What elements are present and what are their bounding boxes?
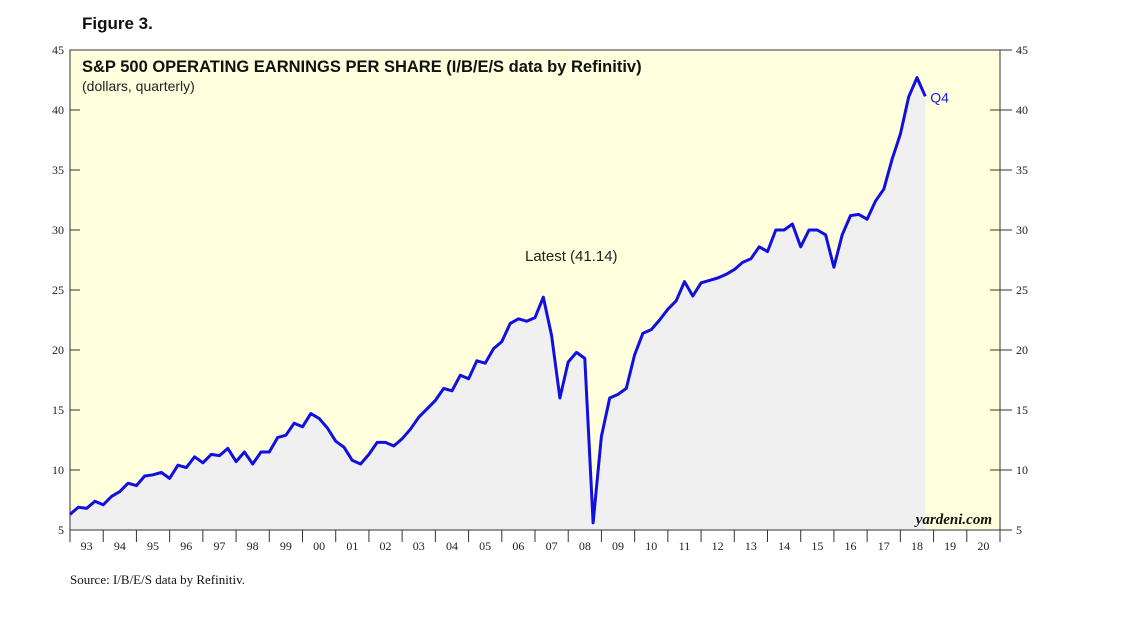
x-tick-label: 93 <box>81 539 93 553</box>
y-tick-label-right: 10 <box>1016 463 1028 477</box>
y-tick-label-left: 5 <box>58 523 64 537</box>
y-tick-label-right: 45 <box>1016 43 1028 57</box>
series-area <box>70 77 926 530</box>
series-layer <box>69 76 927 525</box>
y-tick-label-right: 15 <box>1016 403 1028 417</box>
area-layer <box>70 77 926 530</box>
latest-annotation: Latest (41.14) <box>525 248 618 265</box>
x-tick-label: 11 <box>679 539 691 553</box>
x-tick-label: 96 <box>180 539 192 553</box>
y-tick-label-right: 5 <box>1016 523 1022 537</box>
x-tick-label: 20 <box>977 539 989 553</box>
y-tick-label-right: 40 <box>1016 103 1028 117</box>
x-tick-label: 14 <box>778 539 790 553</box>
year-labels: 93 94 95 96 97 98 99 00 01 02 03 04 05 06 07 08 09 10 11 12… <box>81 539 990 553</box>
x-tick-label: 05 <box>479 539 491 553</box>
y-tick-label-left: 40 <box>52 103 64 117</box>
y-tick-label-right: 20 <box>1016 343 1028 357</box>
y-tick-label-right: 30 <box>1016 223 1028 237</box>
x-tick-label: 97 <box>213 539 225 553</box>
x-tick-label: 07 <box>546 539 558 553</box>
x-tick-label: 98 <box>247 539 259 553</box>
x-tick-label: 04 <box>446 539 458 553</box>
y-tick-label-left: 15 <box>52 403 64 417</box>
y-tick-label-left: 45 <box>52 43 64 57</box>
source-note: Source: I/B/E/S data by Refinitiv. <box>70 572 245 587</box>
x-tick-label: 09 <box>612 539 624 553</box>
chart-title: S&P 500 OPERATING EARNINGS PER SHARE (I/… <box>82 58 642 76</box>
x-tick-label: 10 <box>645 539 657 553</box>
x-tick-label: 18 <box>911 539 923 553</box>
chart-subtitle: (dollars, quarterly) <box>82 78 195 94</box>
figure-label: Figure 3. <box>82 14 153 33</box>
x-tick-label: 94 <box>114 539 126 553</box>
tick-labels: 5 5 10 10 15 15 20 20 25 25 30 30 35 35 40 40 45 45 <box>52 43 1028 537</box>
x-tick-label: 12 <box>712 539 724 553</box>
x-tick-label: 13 <box>745 539 757 553</box>
end-label: Q4 <box>930 89 949 105</box>
plot-frame <box>69 49 1001 531</box>
y-tick-label-left: 20 <box>52 343 64 357</box>
y-tick-label-left: 10 <box>52 463 64 477</box>
x-tick-label: 01 <box>346 539 358 553</box>
series-line <box>69 76 927 525</box>
x-tick-label: 15 <box>811 539 823 553</box>
y-tick-label-right: 35 <box>1016 163 1028 177</box>
y-tick-label-left: 25 <box>52 283 64 297</box>
x-tick-label: 02 <box>380 539 392 553</box>
x-tick-label: 03 <box>413 539 425 553</box>
y-tick-label-left: 30 <box>52 223 64 237</box>
y-tick-label-left: 35 <box>52 163 64 177</box>
x-tick-label: 95 <box>147 539 159 553</box>
x-tick-label: 00 <box>313 539 325 553</box>
x-tick-label: 19 <box>944 539 956 553</box>
y-tick-label-right: 25 <box>1016 283 1028 297</box>
x-tick-label: 16 <box>845 539 857 553</box>
x-tick-label: 08 <box>579 539 591 553</box>
x-tick-label: 17 <box>878 539 890 553</box>
x-tick-label: 99 <box>280 539 292 553</box>
brand-watermark: yardeni.com <box>914 512 992 528</box>
x-tick-label: 06 <box>512 539 524 553</box>
